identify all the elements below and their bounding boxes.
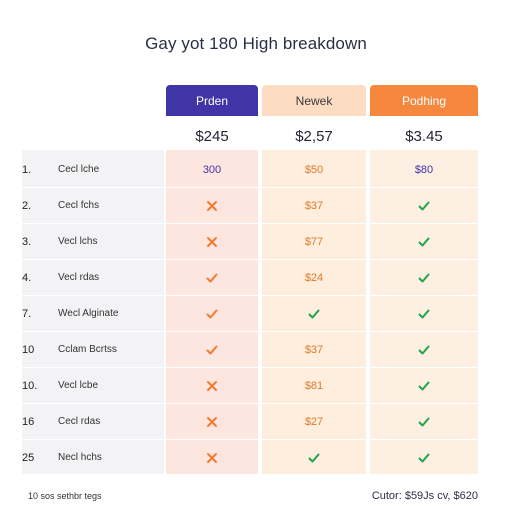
plan-3-feature-status: [370, 188, 478, 223]
plan-1-feature-status: [166, 224, 258, 259]
table-row: 3. Vecl lchs $77: [0, 224, 512, 260]
plan-2-price: $2,57: [295, 127, 333, 145]
plan-1-feature-status: [166, 332, 258, 367]
check-icon: [417, 235, 431, 249]
check-icon: [205, 343, 219, 357]
x-icon: [205, 199, 219, 213]
feature-label: Cecl fchs: [58, 200, 100, 211]
plan-3-column-background: [370, 150, 478, 474]
feature-label: Cclam Bcrtss: [58, 344, 117, 355]
check-icon: [417, 379, 431, 393]
x-icon: [205, 379, 219, 393]
row-number: 2.: [22, 199, 32, 212]
check-icon: [205, 307, 219, 321]
table-row: 10 Cclam Bcrtss $37: [0, 332, 512, 368]
value-text: $37: [304, 343, 324, 356]
row-number: 25: [22, 451, 35, 464]
plan-3-feature-status: [370, 404, 478, 439]
plan-2-value: $50: [262, 152, 366, 187]
plan-3-feature-status: [370, 332, 478, 367]
plan-1-value: 300: [166, 152, 258, 187]
check-icon: [417, 343, 431, 357]
feature-label: Vecl lchs: [58, 236, 98, 247]
check-icon: [307, 451, 321, 465]
check-icon: [417, 415, 431, 429]
value-text: 300: [202, 163, 222, 176]
plan-2-feature-status: [262, 440, 366, 475]
footer-total: Cutor: $59Js cv, $620: [371, 490, 478, 502]
plan-3-feature-status: [370, 224, 478, 259]
row-number: 7.: [22, 307, 32, 320]
check-icon: [417, 307, 431, 321]
check-icon: [417, 199, 431, 213]
feature-label: Vecl lcbe: [58, 380, 99, 391]
plan-3-feature-status: [370, 260, 478, 295]
plan-1-feature-status: [166, 188, 258, 223]
plan-2-value: $77: [262, 224, 366, 259]
table-row: 10. Vecl lcbe $81: [0, 368, 512, 404]
row-number: 10.: [22, 379, 38, 392]
row-number: 16: [22, 415, 35, 428]
plan-1-feature-status: [166, 404, 258, 439]
row-number: 10: [22, 343, 35, 356]
plan-1-feature-status: [166, 440, 258, 475]
plan-3-value: $80: [370, 152, 478, 187]
plan-2-value: $81: [262, 368, 366, 403]
plan-2-value: $37: [262, 188, 366, 223]
page-title: Gay yot 180 High breakdown: [145, 34, 367, 53]
x-icon: [205, 451, 219, 465]
plan-2-header[interactable]: Newek: [262, 85, 366, 116]
feature-label: Necl hchs: [58, 452, 102, 463]
plan-1-price: $245: [195, 127, 229, 145]
check-icon: [307, 307, 321, 321]
check-icon: [205, 271, 219, 285]
row-number: 4.: [22, 271, 32, 284]
plan-1-feature-status: [166, 260, 258, 295]
value-text: $50: [304, 163, 324, 176]
value-text: $37: [304, 199, 324, 212]
feature-label: Cecl rdas: [58, 416, 101, 427]
table-row: 7. Wecl Alginate: [0, 296, 512, 332]
plan-1-feature-status: [166, 368, 258, 403]
plan-1-feature-status: [166, 296, 258, 331]
plan-3-header[interactable]: Podhing: [370, 85, 478, 116]
check-icon: [417, 271, 431, 285]
footer-note: 10 sos sethbr tegs: [28, 491, 102, 501]
table-row: 25 Necl hchs: [0, 440, 512, 476]
value-text: $24: [304, 271, 324, 284]
value-text: $27: [304, 415, 324, 428]
x-icon: [205, 235, 219, 249]
plan-1-column-background: [166, 150, 258, 474]
plan-3-price: $3.45: [405, 127, 443, 145]
plan-2-feature-status: [262, 296, 366, 331]
table-row: 4. Vecl rdas $24: [0, 260, 512, 296]
plan-2-value: $37: [262, 332, 366, 367]
value-text: $80: [414, 163, 434, 176]
value-text: $77: [304, 235, 324, 248]
row-number: 3.: [22, 235, 32, 248]
label-column-background: [22, 150, 164, 474]
check-icon: [417, 451, 431, 465]
row-number: 1.: [22, 163, 32, 176]
x-icon: [205, 415, 219, 429]
plan-2-value: $27: [262, 404, 366, 439]
table-row: 1. Cecl lche 300 $50 $80: [0, 152, 512, 188]
plan-2-value: $24: [262, 260, 366, 295]
feature-label: Wecl Alginate: [58, 308, 119, 319]
plan-3-feature-status: [370, 368, 478, 403]
plan-2-column-background: [262, 150, 366, 474]
table-row: 16 Cecl rdas $27: [0, 404, 512, 440]
table-row: 2. Cecl fchs $37: [0, 188, 512, 224]
plan-1-header[interactable]: Prden: [166, 85, 258, 116]
feature-label: Cecl lche: [58, 164, 100, 175]
plan-3-feature-status: [370, 440, 478, 475]
feature-rows: 1. Cecl lche 300 $50 $80 2. Cecl fchs $37 3. Vecl…: [0, 152, 512, 476]
plan-3-feature-status: [370, 296, 478, 331]
feature-label: Vecl rdas: [58, 272, 100, 283]
value-text: $81: [304, 379, 324, 392]
